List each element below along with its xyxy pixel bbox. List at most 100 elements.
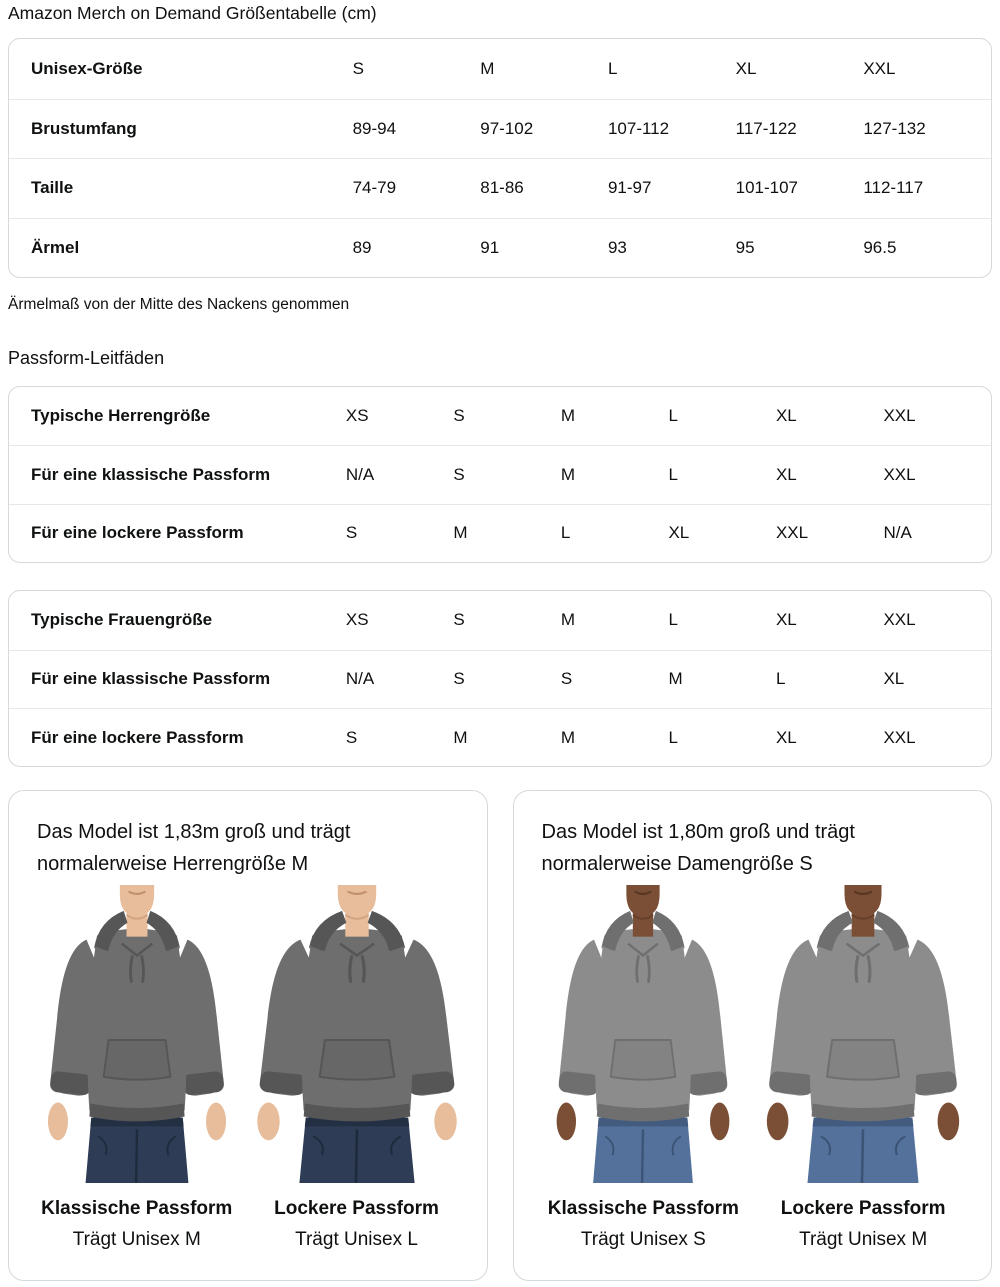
value-cell: M bbox=[560, 610, 576, 630]
value-cell: XL bbox=[775, 465, 797, 485]
value-cell: 93 bbox=[607, 237, 627, 257]
size-cell: XL bbox=[735, 58, 757, 78]
fit-guides-heading: Passform-Leitfäden bbox=[8, 348, 165, 368]
size-cell: M bbox=[480, 58, 495, 78]
table-row-sizes: Unisex-Größe S M L XL XXL bbox=[9, 39, 991, 99]
model-cards-row: Das Model ist 1,83m groß und trägt norma… bbox=[8, 790, 992, 1282]
value-cell: M bbox=[560, 406, 576, 426]
value-cell: XL bbox=[668, 523, 690, 543]
fit-name-label: Klassische Passform bbox=[547, 1198, 739, 1220]
value-cell: M bbox=[453, 727, 468, 747]
model-description: Das Model ist 1,83m groß und trägt norma… bbox=[37, 821, 351, 876]
mens-model-card: Das Model ist 1,83m groß und trägt norma… bbox=[8, 790, 488, 1282]
row-label: Brustumfang bbox=[31, 118, 137, 138]
row-label: Taille bbox=[31, 178, 74, 198]
table-row-chest: Brustumfang 89-94 97-102 107-112 117-122… bbox=[9, 98, 991, 159]
womens-fit-table: Typische Frauengröße XS S M L XL XXL Für… bbox=[8, 590, 992, 768]
value-cell: XS bbox=[345, 406, 369, 426]
value-cell: 91 bbox=[480, 237, 500, 257]
value-cell: S bbox=[453, 610, 465, 630]
hoodie-model-photo bbox=[766, 885, 960, 1184]
value-cell: 127-132 bbox=[863, 118, 926, 138]
value-cell: XXL bbox=[883, 610, 916, 630]
value-cell: M bbox=[453, 523, 468, 543]
value-cell: XXL bbox=[775, 523, 809, 543]
hoodie-model-photo bbox=[556, 885, 730, 1184]
value-cell: XL bbox=[775, 610, 797, 630]
value-cell: XL bbox=[883, 669, 905, 689]
model-figure-loose-fit: Lockere Passform Trägt Unisex L bbox=[245, 885, 469, 1252]
value-cell: XL bbox=[775, 406, 797, 426]
size-cell: L bbox=[607, 58, 618, 78]
fit-name-label: Klassische Passform bbox=[41, 1198, 233, 1220]
value-cell: M bbox=[668, 669, 683, 689]
table-row-loose-fit: Für eine lockere Passform S M M L XL XXL bbox=[9, 707, 991, 766]
value-cell: XXL bbox=[883, 406, 916, 426]
size-cell: XXL bbox=[863, 58, 896, 78]
model-figure-classic-fit: Klassische Passform Trägt Unisex S bbox=[534, 885, 754, 1252]
value-cell: XS bbox=[345, 610, 369, 630]
hoodie-model-photo bbox=[47, 885, 226, 1184]
table-row-waist: Taille 74-79 81-86 91-97 101-107 112-117 bbox=[9, 158, 991, 218]
value-cell: 96.5 bbox=[863, 237, 897, 257]
model-figure-classic-fit: Klassische Passform Trägt Unisex M bbox=[29, 885, 245, 1252]
row-label: Unisex-Größe bbox=[31, 58, 143, 78]
figures-row: Klassische Passform Trägt Unisex S Locke… bbox=[534, 885, 974, 1252]
table-row-typical-womens: Typische Frauengröße XS S M L XL XXL bbox=[9, 591, 991, 649]
table-row-sleeve: Ärmel 89 91 93 95 96.5 bbox=[9, 217, 991, 278]
womens-model-card: Das Model ist 1,80m groß und trägt norma… bbox=[512, 790, 992, 1282]
table-row-classic-fit: Für eine klassische Passform N/A S S M L… bbox=[9, 649, 991, 708]
value-cell: N/A bbox=[345, 669, 375, 689]
value-cell: XXL bbox=[883, 465, 916, 485]
figures-row: Klassische Passform Trägt Unisex M Locke… bbox=[29, 885, 469, 1252]
value-cell: L bbox=[775, 669, 786, 689]
value-cell: 74-79 bbox=[352, 178, 397, 198]
fit-name-label: Lockere Passform bbox=[274, 1198, 439, 1220]
page-title: Amazon Merch on Demand Größentabelle (cm… bbox=[8, 3, 377, 23]
value-cell: S bbox=[345, 523, 358, 543]
table-row-typical-mens: Typische Herrengröße XS S M L XL XXL bbox=[9, 387, 991, 445]
value-cell: XXL bbox=[883, 727, 916, 747]
value-cell: L bbox=[668, 406, 678, 426]
unisex-size-table: Unisex-Größe S M L XL XXL Brustumfang 89… bbox=[8, 38, 992, 278]
row-label: Typische Herrengröße bbox=[31, 406, 211, 426]
value-cell: S bbox=[560, 669, 573, 689]
value-cell: S bbox=[453, 465, 465, 485]
value-cell: 81-86 bbox=[480, 178, 524, 198]
value-cell: M bbox=[560, 465, 576, 485]
mens-fit-table: Typische Herrengröße XS S M L XL XXL Für… bbox=[8, 386, 992, 564]
value-cell: 107-112 bbox=[607, 118, 670, 138]
hoodie-model-photo bbox=[256, 885, 457, 1184]
value-cell: N/A bbox=[345, 465, 375, 485]
row-label: Für eine lockere Passform bbox=[31, 727, 244, 747]
value-cell: L bbox=[668, 465, 678, 485]
value-cell: 112-117 bbox=[863, 178, 924, 198]
value-cell: L bbox=[668, 727, 678, 747]
row-label: Für eine klassische Passform bbox=[31, 465, 271, 485]
row-label: Typische Frauengröße bbox=[31, 610, 213, 630]
fit-size-label: Trägt Unisex L bbox=[295, 1229, 418, 1251]
value-cell: N/A bbox=[883, 523, 912, 543]
size-cell: S bbox=[352, 58, 364, 78]
fit-size-label: Trägt Unisex M bbox=[799, 1229, 928, 1251]
table-row-classic-fit: Für eine klassische Passform N/A S M L X… bbox=[9, 445, 991, 503]
fit-size-label: Trägt Unisex M bbox=[72, 1229, 201, 1251]
row-label: Für eine klassische Passform bbox=[31, 669, 271, 689]
value-cell: 95 bbox=[735, 237, 755, 257]
sleeve-measure-note: Ärmelmaß von der Mitte des Nackens genom… bbox=[8, 296, 350, 313]
value-cell: 117-122 bbox=[735, 118, 797, 138]
value-cell: 97-102 bbox=[480, 118, 534, 138]
value-cell: L bbox=[668, 610, 678, 630]
value-cell: S bbox=[345, 727, 358, 747]
value-cell: S bbox=[453, 406, 465, 426]
value-cell: 101-107 bbox=[735, 178, 799, 198]
table-row-loose-fit: Für eine lockere Passform S M L XL XXL N… bbox=[9, 503, 991, 562]
model-description: Das Model ist 1,80m groß und trägt norma… bbox=[541, 821, 855, 876]
fit-name-label: Lockere Passform bbox=[780, 1198, 946, 1220]
value-cell: S bbox=[453, 669, 465, 689]
value-cell: 91-97 bbox=[607, 178, 652, 198]
value-cell: 89-94 bbox=[352, 118, 397, 138]
value-cell: L bbox=[560, 523, 571, 543]
fit-size-label: Trägt Unisex S bbox=[580, 1229, 706, 1251]
